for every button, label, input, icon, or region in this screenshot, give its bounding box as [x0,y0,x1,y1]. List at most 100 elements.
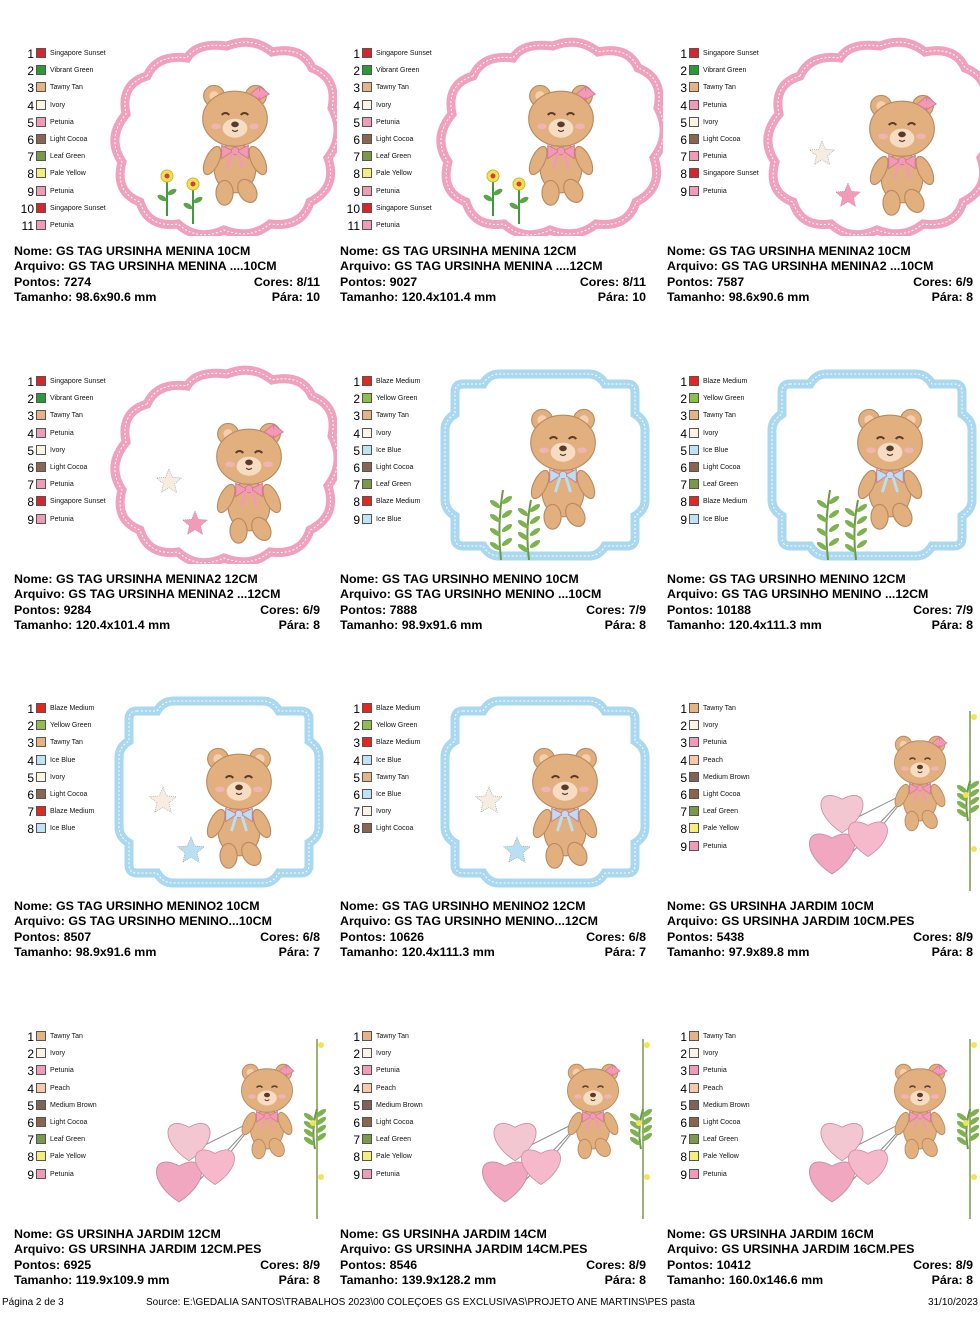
color-swatch [36,48,46,58]
legend-number: 4 [353,98,360,113]
thread-color-legend: 1 Tawny Tan 2 Ivory 3 Petunia 4 Peach 5 Medium Br… [666,1029,786,1184]
legend-row: 8 Blaze Medium [666,494,786,511]
color-name: Pale Yellow [703,1153,739,1161]
info-left: Tamanho: 119.9x109.9 mm [14,1273,169,1287]
stops-label: Pára: [597,290,629,305]
design-info: Nome: GS TAG URSINHA MENINA 10CM Arquivo:… [14,244,320,306]
stitch-count: 9284 [63,602,92,617]
legend-row: 11 Petunia [13,218,133,235]
legend-number: 1 [680,375,687,389]
design-name: GS URSINHA JARDIM 10CM [709,899,874,913]
color-swatch [362,720,372,731]
design-info: Nome: GS URSINHA JARDIM 12CM Arquivo: GS … [14,1227,320,1289]
color-swatch [36,771,46,782]
size-label: Tamanho: [340,290,399,305]
legend-row: 8 Singapore Sunset [666,166,786,183]
info-right: Cores: 6/8 [586,930,646,945]
legend-row: 7 Petunia [13,477,133,494]
info-line: Tamanho: 139.9x128.2 mm Pára: 8 [340,1273,646,1288]
info-line: Pontos: 9284 Cores: 6/9 [14,603,320,618]
color-swatch [362,116,372,127]
file-label: Arquivo: [667,1242,718,1257]
color-name: Peach [703,1084,723,1092]
legend-number: 7 [353,150,360,165]
legend-row: 7 Leaf Green [666,1132,786,1149]
legend-row: 2 Yellow Green [666,391,786,408]
legend-number: 3 [27,736,34,751]
design-name: GS URSINHA JARDIM 16CM [709,1227,874,1241]
flower-shape [483,169,503,216]
plant-shape [629,1108,653,1150]
color-name: Petunia [376,187,400,195]
color-name: Singapore Sunset [376,204,432,212]
legend-number: 5 [353,770,360,785]
design-name-label: Nome: [667,572,706,586]
design-name: GS URSINHA JARDIM 12CM [56,1227,221,1241]
legend-row: 4 Ice Blue [339,753,459,770]
design-card: 1 Blaze Medium 2 Yellow Green 3 Blaze Medium 4… [333,677,659,1005]
legend-row: 2 Yellow Green [339,391,459,408]
legend-row: 7 Ivory [339,804,459,821]
legend-number: 5 [353,115,360,130]
legend-number: 6 [27,460,34,475]
bear-figure [530,408,596,530]
legend-row: 5 Ice Blue [666,443,786,460]
legend-row: 9 Petunia [666,184,786,201]
legend-number: 6 [680,460,687,475]
legend-number: 10 [20,201,34,216]
legend-row: 3 Petunia [666,1063,786,1080]
legend-number: 8 [27,495,34,510]
color-name: Blaze Medium [703,378,748,385]
flower-shape [183,177,203,224]
stitch-count: 10188 [716,602,752,617]
thread-color-legend: 1 Singapore Sunset 2 Vibrant Green 3 Tawny Ta… [666,46,786,201]
star-shape [176,836,206,863]
stops-label: Pára: [931,290,963,305]
stop-count: 10 [306,290,320,305]
color-swatch [362,1151,372,1162]
color-swatch [36,1065,46,1076]
size-label: Tamanho: [340,945,399,960]
bear-figure [528,84,597,206]
legend-number: 7 [680,805,687,820]
design-info: Nome: GS TAG URSINHO MENINO2 12CM Arquivo… [340,899,646,961]
color-swatch [36,1168,46,1179]
design-info: Nome: GS URSINHA JARDIM 14CM Arquivo: GS … [340,1227,646,1289]
color-swatch [36,1151,46,1162]
color-name: Petunia [50,515,74,523]
embroidery-preview [433,36,669,240]
color-name: Light Cocoa [703,790,741,798]
color-name: Blaze Medium [50,705,95,712]
legend-number: 2 [27,1047,34,1062]
color-swatch [362,99,372,110]
legend-number: 1 [680,1030,687,1044]
color-swatch [362,1048,372,1059]
legend-number: 9 [27,184,34,199]
color-name: Peach [703,756,723,764]
info-line: Arquivo: GS URSINHA JARDIM 10CM.PES [667,914,973,929]
color-count: 8/9 [955,929,973,944]
embroidery-art [482,1039,653,1219]
color-swatch [689,1065,699,1076]
color-name: Pale Yellow [376,1153,412,1161]
star-shape [834,182,862,208]
info-line: Pontos: 8507 Cores: 6/8 [14,930,320,945]
legend-number: 9 [353,512,360,527]
colors-label: Cores: [586,929,626,944]
color-name: Petunia [376,221,400,229]
color-swatch [36,410,46,421]
legend-number: 3 [27,409,34,424]
file-name: GS TAG URSINHA MENINA2 ...12CM [68,587,281,602]
stops-label: Pára: [931,1273,963,1288]
legend-number: 11 [347,218,360,233]
embroidery-preview [107,36,343,240]
design-card: 1 Tawny Tan 2 Ivory 3 Petunia 4 Peach 5 Medium Br… [660,677,980,1005]
stop-count: 8 [966,618,973,633]
legend-number: 2 [27,64,34,79]
file-label: Arquivo: [14,914,65,929]
legend-number: 3 [680,1064,687,1079]
thread-color-legend: 1 Blaze Medium 2 Yellow Green 3 Tawny Tan 4 Ivo… [666,374,786,529]
size-label: Tamanho: [340,618,399,633]
color-name: Ivory [376,101,392,109]
legend-row: 3 Petunia [339,1063,459,1080]
